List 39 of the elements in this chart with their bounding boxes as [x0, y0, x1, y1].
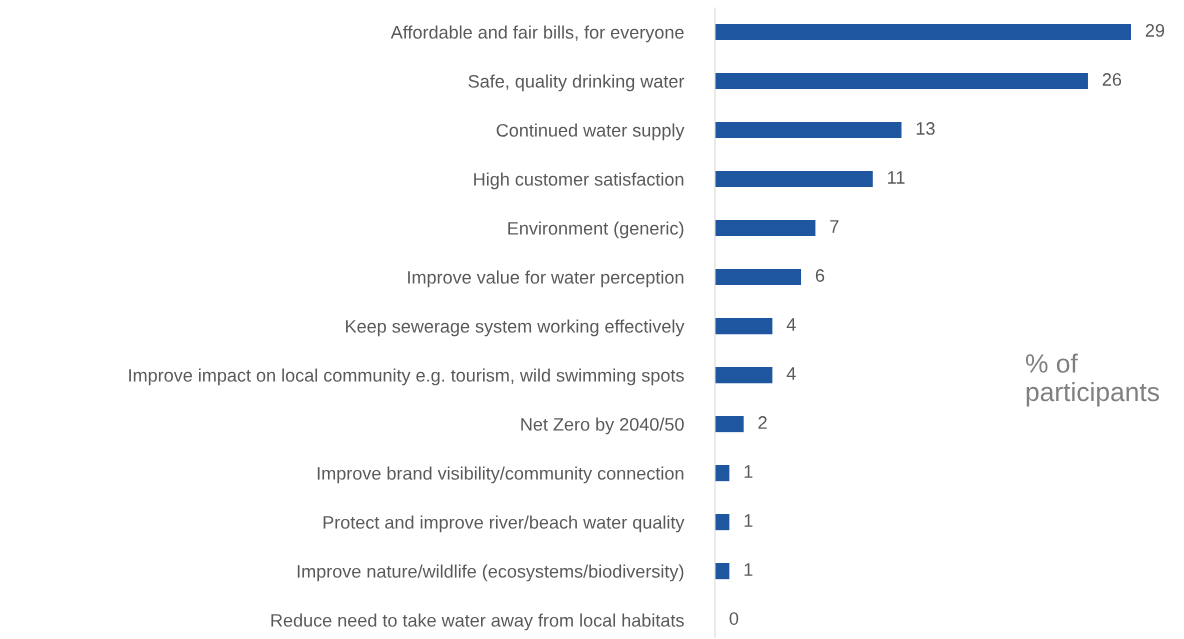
- data-label: 11: [888, 171, 905, 184]
- bar: [715, 366, 773, 384]
- data-label: 1: [744, 465, 753, 478]
- bar: [715, 562, 730, 580]
- bar: [715, 464, 730, 482]
- bar: [715, 219, 816, 237]
- data-label: 4: [786, 367, 796, 380]
- y-tick-label: Reduce need to take water away from local habitats: [271, 613, 684, 631]
- data-label: 29: [1145, 24, 1165, 37]
- y-tick-label: Improve nature/wildlife (ecosystems/biodiversity): [297, 564, 684, 582]
- annotation: % of participants: [1025, 353, 1159, 407]
- bar: [715, 23, 1131, 41]
- y-tick-label: Affordable and fair bills, for everyone: [390, 25, 684, 43]
- data-label: 26: [1102, 73, 1122, 86]
- y-tick-label: Continued water supply: [496, 123, 685, 141]
- y-tick-label: Keep sewerage system working effectively: [346, 319, 685, 337]
- y-tick-label: Safe, quality drinking water: [468, 74, 685, 92]
- data-label: 4: [786, 318, 796, 331]
- data-label: 1: [744, 514, 753, 527]
- y-tick-label: Improve impact on local community e.g. tourism, wild swimming spots: [129, 368, 684, 386]
- y-tick-label: Environment (generic): [508, 221, 684, 239]
- data-label: 0: [729, 612, 739, 625]
- bar: [715, 72, 1088, 90]
- y-tick-label: Protect and improve river/beach water quality: [323, 515, 685, 533]
- bar: [715, 268, 802, 286]
- data-label: 2: [758, 416, 767, 429]
- bar: [715, 121, 902, 139]
- data-label: 7: [830, 220, 839, 233]
- bar: [715, 415, 744, 433]
- bar: [715, 513, 730, 531]
- data-label: 1: [744, 563, 753, 576]
- data-label: 13: [916, 122, 935, 135]
- bar: [715, 317, 773, 335]
- y-tick-label: High customer satisfaction: [474, 172, 684, 190]
- y-tick-label: Improve value for water perception: [408, 270, 684, 288]
- y-tick-label: Improve brand visibility/community connection: [317, 466, 684, 484]
- bar: [715, 170, 873, 188]
- y-tick-label: Net Zero by 2040/50: [521, 417, 684, 435]
- data-label: 6: [815, 269, 825, 282]
